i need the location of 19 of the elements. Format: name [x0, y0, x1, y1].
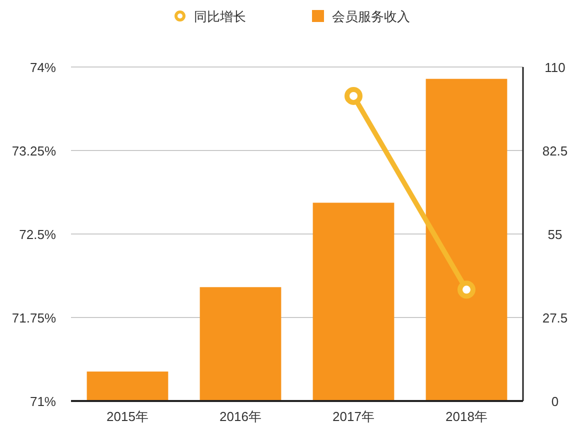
legend-label: 会员服务收入	[332, 9, 410, 24]
bar	[86, 372, 168, 401]
y2-tick-label: 27.5	[542, 310, 568, 326]
y-tick-label: 74%	[30, 60, 56, 75]
x-tick-label: 2017年	[332, 409, 374, 424]
y2-tick-label: 110	[544, 60, 566, 75]
y-tick-label: 71.75%	[12, 310, 56, 326]
x-tick-label: 2015年	[106, 409, 148, 424]
legend-label: 同比增长	[194, 9, 246, 24]
y-tick-label: 73.25%	[12, 144, 56, 158]
y2-tick-label: 55	[548, 227, 562, 242]
y-tick-label: 72.5%	[19, 227, 56, 242]
bar	[312, 202, 394, 401]
y2-tick-label: 0	[551, 394, 559, 409]
bar	[200, 287, 282, 401]
x-tick-label: 2016年	[220, 409, 262, 424]
x-tick-label: 2018年	[446, 409, 488, 424]
y2-tick-label: 82.5	[542, 144, 568, 158]
y-tick-label: 71%	[30, 394, 56, 409]
